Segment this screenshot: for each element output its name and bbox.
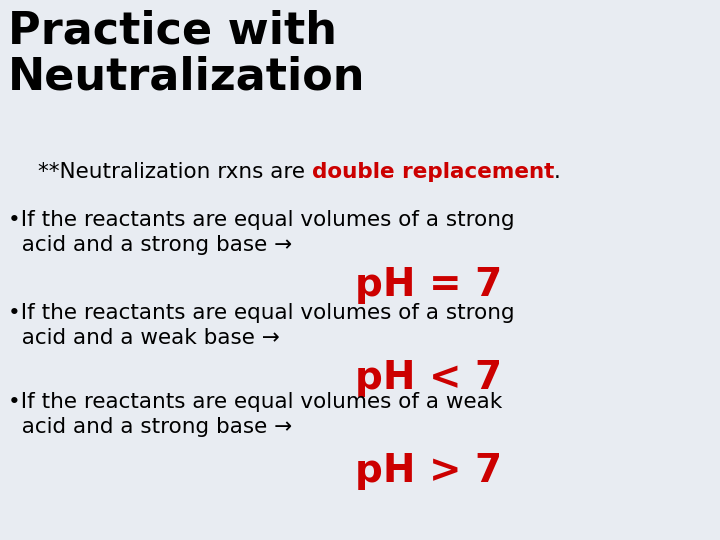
Text: pH = 7: pH = 7 [355,266,503,304]
Text: •If the reactants are equal volumes of a strong: •If the reactants are equal volumes of a… [8,210,515,230]
Text: acid and a strong base →: acid and a strong base → [8,417,292,437]
Text: •If the reactants are equal volumes of a weak: •If the reactants are equal volumes of a… [8,392,503,412]
Text: Practice with: Practice with [8,10,337,53]
Text: Neutralization: Neutralization [8,56,366,99]
Text: pH < 7: pH < 7 [355,359,502,397]
Text: .: . [554,162,561,182]
Text: pH > 7: pH > 7 [355,452,502,490]
Text: acid and a strong base →: acid and a strong base → [8,235,292,255]
Text: •If the reactants are equal volumes of a strong: •If the reactants are equal volumes of a… [8,303,515,323]
Text: acid and a weak base →: acid and a weak base → [8,328,280,348]
Text: double replacement: double replacement [312,162,554,182]
Text: **Neutralization rxns are: **Neutralization rxns are [38,162,312,182]
